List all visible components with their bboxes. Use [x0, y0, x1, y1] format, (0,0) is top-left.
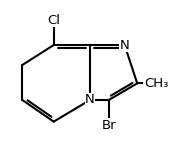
Text: CH₃: CH₃: [144, 77, 168, 90]
Text: N: N: [120, 38, 129, 52]
Text: Br: Br: [101, 119, 116, 132]
Text: N: N: [85, 93, 95, 107]
Text: Cl: Cl: [47, 14, 60, 27]
